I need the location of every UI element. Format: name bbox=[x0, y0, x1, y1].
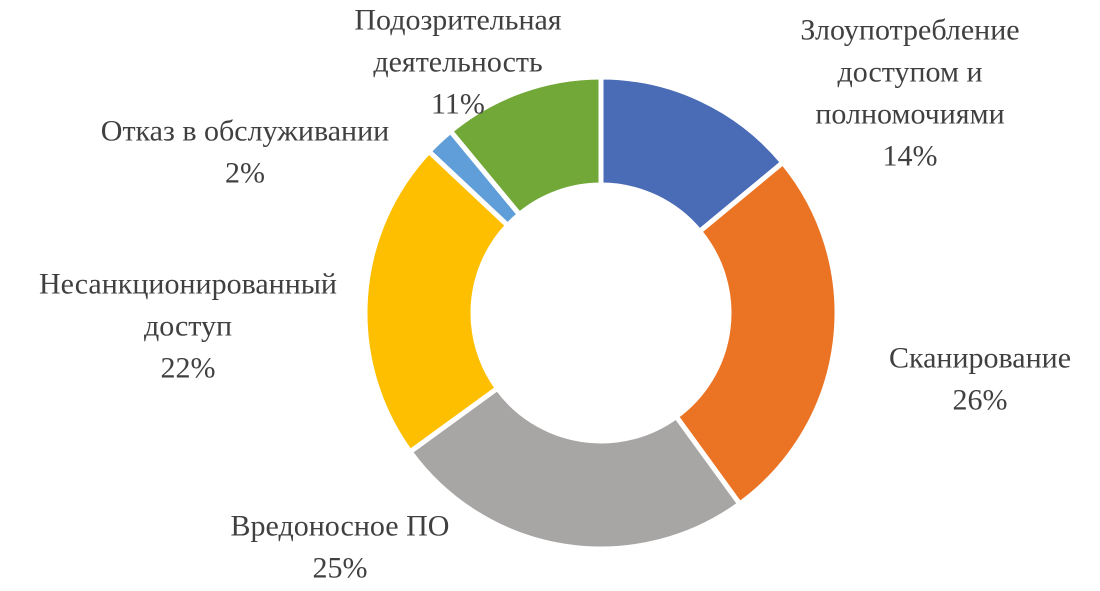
slice-label-2: Сканирование 26% bbox=[889, 342, 1071, 417]
donut-slice-2 bbox=[672, 159, 840, 508]
slice-category-label: доступ bbox=[144, 310, 232, 343]
slice-category-label: Несанкционированный bbox=[39, 268, 337, 301]
slice-category-label: Сканирование bbox=[889, 342, 1071, 375]
donut-slice-1 bbox=[598, 74, 787, 235]
slice-label-5: Отказ в обслуживании 2% bbox=[101, 115, 389, 190]
donut-slice-4 bbox=[362, 147, 512, 456]
slice-category-label: Злоупотребление bbox=[800, 14, 1019, 47]
slice-value-label: 2% bbox=[225, 157, 265, 190]
slice-category-label: доступом и bbox=[837, 56, 982, 89]
donut-slice-6 bbox=[447, 74, 604, 218]
slice-label-3: Вредоносное ПО 25% bbox=[231, 510, 450, 585]
slice-label-4: Несанкционированный доступ 22% bbox=[39, 268, 337, 385]
slice-category-label: полномочиями bbox=[815, 98, 1004, 131]
slice-value-label: 25% bbox=[313, 552, 368, 585]
slice-value-label: 26% bbox=[953, 384, 1008, 417]
donut-slice-3 bbox=[406, 384, 744, 552]
slice-category-label: Подозрительная bbox=[354, 4, 561, 37]
slices-layer bbox=[362, 74, 840, 552]
slice-category-label: Вредоносное ПО bbox=[231, 510, 450, 543]
slice-value-label: 14% bbox=[883, 140, 938, 173]
slice-category-label: Отказ в обслуживании bbox=[101, 115, 389, 148]
slice-value-label: 11% bbox=[431, 88, 485, 121]
slice-value-label: 22% bbox=[161, 352, 216, 385]
slice-label-1: Злоупотребление доступом и полномочиями 14% bbox=[800, 14, 1019, 173]
labels-layer: Злоупотребление доступом и полномочиями 14%… bbox=[39, 4, 1071, 585]
slice-label-6: Подозрительная деятельность 11% bbox=[354, 4, 561, 121]
slice-category-label: деятельность bbox=[373, 46, 542, 79]
